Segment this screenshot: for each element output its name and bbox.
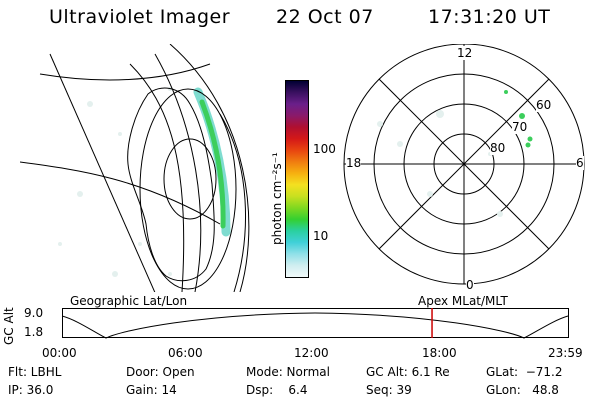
orbit-timeline-plot: [62, 308, 569, 339]
gain-info: Gain: 14: [126, 383, 177, 397]
timeline-axis-label: GC Alt: [2, 307, 16, 345]
colorbar-unit-label: photon cm⁻²s⁻¹: [270, 152, 284, 245]
colorbar-tick-10: 10: [313, 229, 329, 243]
timeline-xtick-2359: 23:59: [548, 346, 583, 360]
timeline-xtick-0000: 00:00: [42, 346, 77, 360]
date-label: 22 Oct 07: [276, 6, 374, 28]
ip-info: IP: 36.0: [8, 383, 54, 397]
timeline-xtick-0600: 06:00: [168, 346, 203, 360]
timeline-xtick-1800: 18:00: [422, 346, 457, 360]
colorbar-tick-100: 100: [313, 142, 336, 156]
timeline-xtick-1200: 12:00: [294, 346, 329, 360]
colorbar: [285, 80, 309, 278]
timeline-ytick-9: 9.0: [24, 306, 44, 320]
mlt-label-0: 0: [466, 278, 474, 292]
polar-plot: [343, 44, 585, 285]
timeline-right-title: Apex MLat/MLT: [418, 294, 508, 308]
instrument-title: Ultraviolet Imager: [49, 6, 231, 28]
door-info: Door: Open: [126, 365, 195, 379]
dsp-info: Dsp: 6.4: [246, 383, 308, 397]
seq-info: Seq: 39: [366, 383, 412, 397]
timeline-left-title: Geographic Lat/Lon: [70, 294, 188, 308]
lat-label-70: 70: [512, 120, 528, 134]
lat-label-80: 80: [490, 141, 506, 155]
lat-label-60: 60: [536, 98, 552, 112]
geographic-map: [20, 44, 250, 292]
mode-info: Mode: Normal: [246, 365, 330, 379]
time-label: 17:31:20 UT: [428, 6, 551, 28]
timeline-ytick-1.8: 1.8: [24, 325, 44, 339]
mlt-label-12: 12: [457, 46, 473, 60]
filter-info: Flt: LBHL: [8, 365, 62, 379]
gc-alt-info: GC Alt: 6.1 Re: [366, 365, 450, 379]
glat-info: GLat: −71.2: [486, 365, 563, 379]
glon-info: GLon: 48.8: [486, 383, 559, 397]
mlt-label-6: 6: [576, 156, 584, 170]
mlt-label-18: 18: [346, 156, 362, 170]
